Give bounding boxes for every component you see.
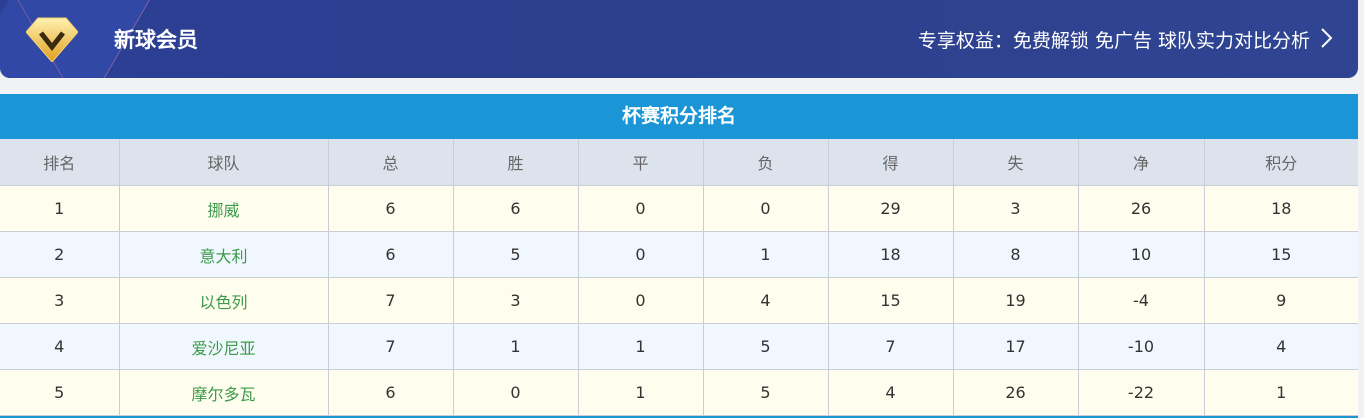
column-header: 平 (577, 139, 704, 186)
table-cell: 3 (952, 185, 1079, 232)
chevron-right-icon[interactable] (1316, 26, 1338, 50)
table-cell: 4 (1203, 323, 1358, 370)
table-cell: 10 (1077, 231, 1205, 278)
table-cell: 1 (1203, 369, 1358, 416)
table-cell: 5 (702, 323, 829, 370)
banner-perks[interactable]: 专享权益：免费解锁 免广告 球队实力对比分析 (917, 30, 1310, 52)
table-cell: 18 (1203, 185, 1358, 232)
table-cell: 7 (827, 323, 954, 370)
table-cell: 15 (827, 277, 954, 324)
table-cell: 6 (327, 369, 454, 416)
table-cell: 7 (327, 323, 454, 370)
table-cell: 0 (577, 185, 704, 232)
table-cell: 5 (0, 369, 120, 416)
table-cell: 7 (327, 277, 454, 324)
table-row: 2 意大利 6 5 0 1 18 8 10 15 (0, 231, 1358, 278)
table-cell: 29 (827, 185, 954, 232)
column-header: 净 (1077, 139, 1205, 186)
table-cell: 0 (577, 231, 704, 278)
table-caption: 杯赛积分排名 (0, 94, 1358, 139)
table-cell: 18 (827, 231, 954, 278)
table-cell: 0 (577, 277, 704, 324)
table-cell: 1 (702, 231, 829, 278)
team-name[interactable]: 意大利 (118, 231, 329, 278)
table-cell: 4 (702, 277, 829, 324)
table-cell: 1 (452, 323, 579, 370)
table-cell: 3 (452, 277, 579, 324)
table-cell: -22 (1077, 369, 1205, 416)
table-cell: 6 (452, 185, 579, 232)
diamond-v-icon (26, 17, 78, 62)
table-cell: 5 (702, 369, 829, 416)
table-cell: 1 (0, 185, 120, 232)
table-cell: 3 (0, 277, 120, 324)
table-cell: -4 (1077, 277, 1205, 324)
table-header-row: 排名 球队总胜平负得失净积分 (0, 139, 1358, 186)
banner-title: 新球会员 (114, 28, 198, 52)
table-cell: 0 (452, 369, 579, 416)
column-header: 得 (827, 139, 954, 186)
table-row: 4 爱沙尼亚 7 1 1 5 7 17 -10 4 (0, 323, 1358, 370)
table-cell: 9 (1203, 277, 1358, 324)
table-cell: 6 (327, 185, 454, 232)
column-header: 积分 (1203, 139, 1358, 186)
table-cell: 4 (0, 323, 120, 370)
table-cell: 2 (0, 231, 120, 278)
table-cell: 6 (327, 231, 454, 278)
team-name[interactable]: 以色列 (118, 277, 329, 324)
team-name[interactable]: 挪威 (118, 185, 329, 232)
table-cell: 26 (1077, 185, 1205, 232)
table-row: 1 挪威 6 6 0 0 29 3 26 18 (0, 185, 1358, 232)
table-cell: 26 (952, 369, 1079, 416)
table-row: 5 摩尔多瓦 6 0 1 5 4 26 -22 1 (0, 369, 1358, 416)
table-cell: 17 (952, 323, 1079, 370)
table-cell: -10 (1077, 323, 1205, 370)
table-cell: 1 (577, 369, 704, 416)
table-cell: 4 (827, 369, 954, 416)
column-header: 排名 (0, 139, 120, 186)
column-header: 失 (952, 139, 1079, 186)
team-name[interactable]: 摩尔多瓦 (118, 369, 329, 416)
column-header: 总 (327, 139, 454, 186)
table-cell: 5 (452, 231, 579, 278)
table-cell: 1 (577, 323, 704, 370)
column-header: 负 (702, 139, 829, 186)
table-cell: 19 (952, 277, 1079, 324)
column-header: 胜 (452, 139, 579, 186)
table-row: 3 以色列 7 3 0 4 15 19 -4 9 (0, 277, 1358, 324)
member-banner[interactable]: 新球会员 专享权益：免费解锁 免广告 球队实力对比分析 (0, 0, 1358, 78)
column-header: 球队 (118, 139, 329, 186)
team-name[interactable]: 爱沙尼亚 (118, 323, 329, 370)
cup-standings-table: 杯赛积分排名 排名 球队总胜平负得失净积分 1 挪威 6 6 0 0 29 3 26 18 2 意大利 6… (0, 94, 1358, 418)
table-cell: 15 (1203, 231, 1358, 278)
table-cell: 8 (952, 231, 1079, 278)
table-cell: 0 (702, 185, 829, 232)
